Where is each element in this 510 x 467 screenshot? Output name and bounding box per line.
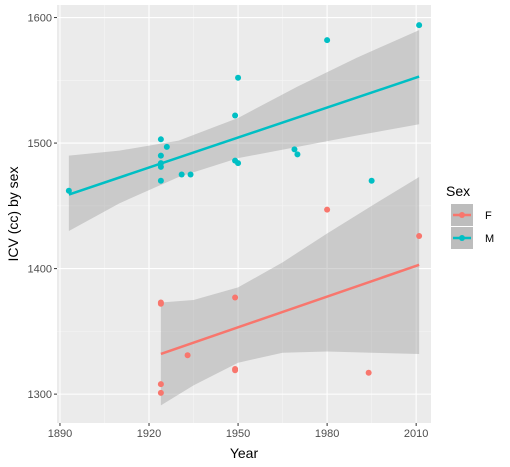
legend-key-point-F	[459, 212, 465, 218]
legend-title: Sex	[446, 183, 470, 199]
y-tick-label: 1400	[28, 264, 52, 276]
data-points	[65, 22, 423, 396]
data-point-M	[157, 163, 164, 170]
trend-line-F	[160, 263, 420, 356]
data-point-M	[178, 171, 185, 178]
data-point-F	[232, 294, 239, 301]
data-point-M	[324, 37, 331, 44]
x-tick-label: 1950	[226, 428, 250, 440]
data-point-M	[157, 177, 164, 184]
data-point-F	[416, 232, 423, 239]
confidence-ribbons	[68, 30, 420, 406]
major-gridlines	[57, 5, 431, 423]
x-axis: 1890 1920 1950 1980 2010	[48, 423, 428, 440]
x-tick-label: 1920	[137, 428, 161, 440]
confidence-band-F	[160, 176, 420, 406]
data-point-M	[65, 187, 72, 194]
panel-background	[57, 5, 431, 423]
legend-label-M: M	[485, 233, 494, 245]
x-tick-label: 1890	[48, 428, 72, 440]
data-point-M	[294, 151, 301, 158]
data-point-M	[235, 74, 242, 81]
data-point-M	[368, 177, 375, 184]
data-point-M	[232, 112, 239, 119]
y-axis-title: ICV (cc) by sex	[5, 167, 21, 262]
legend-label-F: F	[485, 210, 492, 222]
data-point-F	[157, 300, 164, 307]
data-point-M	[157, 136, 164, 143]
legend: Sex FM	[446, 183, 494, 249]
data-point-F	[324, 206, 331, 213]
data-point-M	[163, 143, 170, 150]
data-point-F	[157, 381, 164, 388]
x-tick-label: 2010	[404, 428, 428, 440]
data-point-F	[365, 369, 372, 376]
y-axis: 1300 1400 1500 1600	[28, 13, 57, 401]
x-axis-title: Year	[230, 445, 259, 461]
minor-gridlines	[57, 5, 431, 423]
data-point-M	[416, 22, 423, 29]
y-tick-label: 1600	[28, 13, 52, 25]
data-point-F	[184, 352, 191, 359]
x-tick-label: 1980	[315, 428, 339, 440]
data-point-F	[157, 389, 164, 396]
data-point-M	[235, 160, 242, 167]
data-point-M	[291, 146, 298, 153]
data-point-F	[232, 367, 239, 374]
trend-lines	[68, 75, 420, 356]
data-point-M	[187, 171, 194, 178]
legend-key-point-M	[459, 235, 465, 241]
trend-line-M	[68, 75, 420, 196]
confidence-band-M	[68, 30, 420, 231]
data-point-M	[157, 152, 164, 159]
y-tick-label: 1500	[28, 138, 52, 150]
y-tick-label: 1300	[28, 389, 52, 401]
